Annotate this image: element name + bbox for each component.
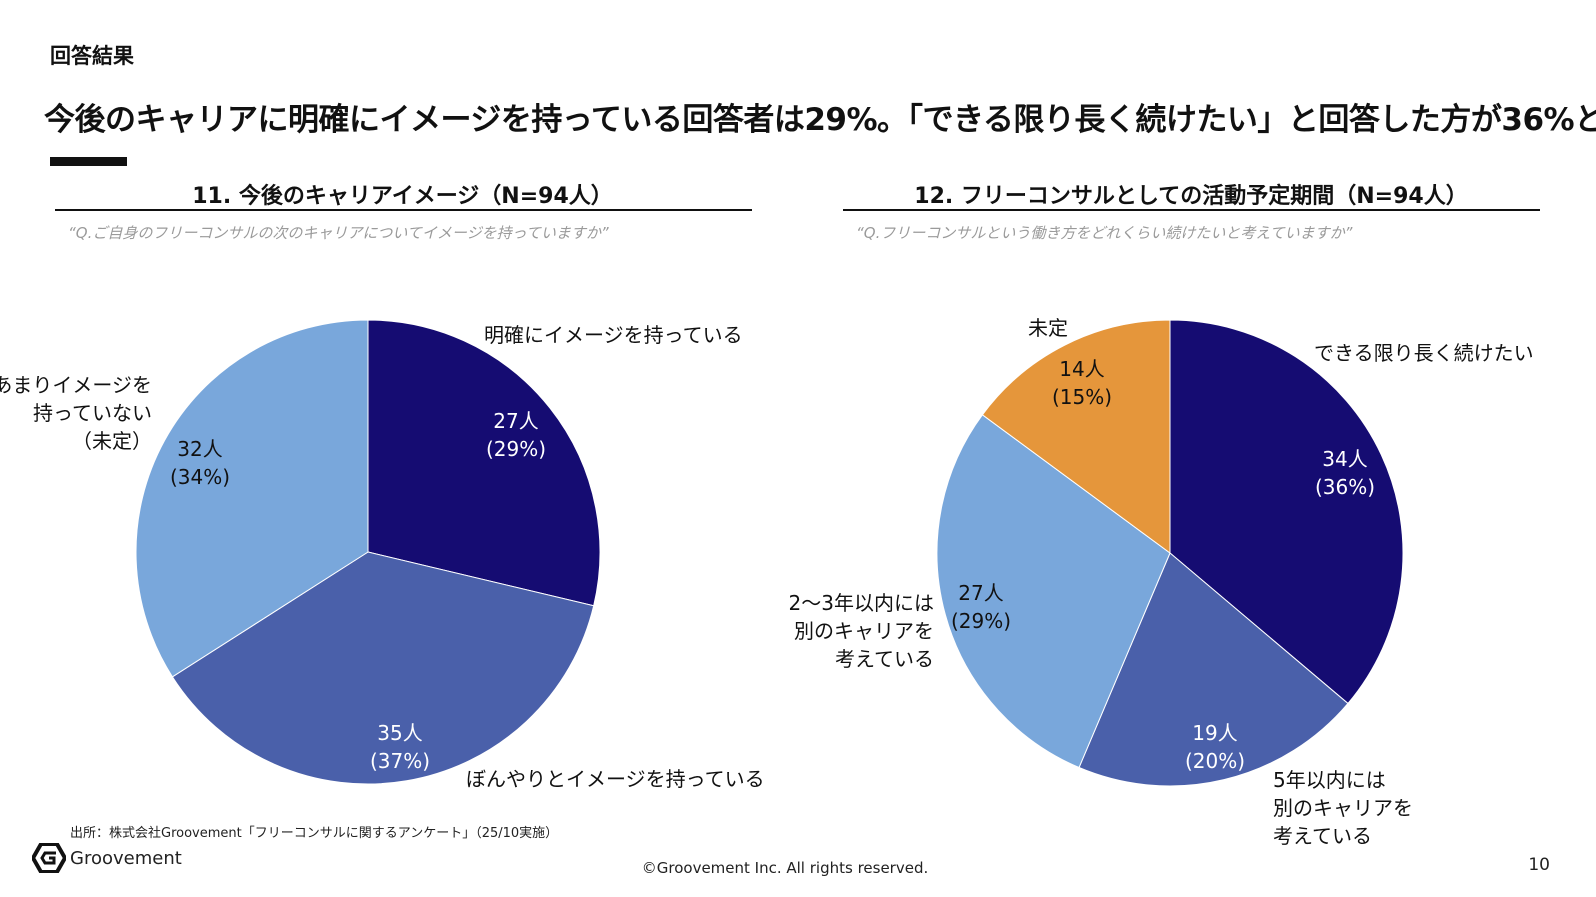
section-label: 回答結果 bbox=[50, 44, 134, 68]
chart2-outer-label-5y-2: 別のキャリアを bbox=[1273, 796, 1413, 820]
chart2-slice3-pct: (15%) bbox=[1052, 385, 1112, 409]
chart1-slice1-count: 35人 bbox=[377, 721, 422, 745]
chart2-title: 12. フリーコンサルとしての活動予定期間（N=94人） bbox=[914, 184, 1468, 209]
chart2-slice-within-2-3y bbox=[936, 414, 1171, 769]
chart2-outer-label-23y-1: 2〜3年以内には bbox=[789, 591, 934, 615]
chart2-question: “Q.フリーコンサルという働き方をどれくらい続けたいと考えていますか” bbox=[856, 224, 1353, 242]
accent-bar bbox=[50, 157, 127, 166]
chart1-outer-label-none-2: 持っていない bbox=[33, 401, 152, 425]
chart2-outer-label-23y-3: 考えている bbox=[835, 647, 934, 671]
chart2-slice1-pct: (20%) bbox=[1185, 749, 1245, 773]
chart1-slice-clear-image bbox=[367, 319, 601, 607]
chart1-outer-label-none-3: （未定） bbox=[72, 429, 152, 453]
chart2-outer-label-continue: できる限り長く続けたい bbox=[1314, 341, 1534, 365]
chart2-outer-label-undecided: 未定 bbox=[1028, 316, 1068, 340]
chart1-slice0-count: 27人 bbox=[493, 409, 538, 433]
chart1-outer-label-none-1: あまりイメージを bbox=[0, 373, 152, 397]
chart1-title-rule bbox=[55, 209, 752, 211]
chart1-slice1-pct: (37%) bbox=[370, 749, 430, 773]
chart2-slice-continue bbox=[1169, 319, 1404, 705]
chart1-title: 11. 今後のキャリアイメージ（N=94人） bbox=[192, 184, 613, 209]
chart1-slice-no-image bbox=[135, 319, 369, 678]
chart1-outer-label-vague: ぼんやりとイメージを持っている bbox=[466, 767, 765, 791]
chart2-slice3-count: 14人 bbox=[1059, 357, 1104, 381]
chart2-slice2-count: 27人 bbox=[958, 581, 1003, 605]
chart2-outer-label-23y-2: 別のキャリアを bbox=[794, 619, 934, 643]
source-note: 出所：株式会社Groovement「フリーコンサルに関するアンケート」（25/1… bbox=[70, 826, 559, 841]
chart2-outer-label-5y-1: 5年以内には bbox=[1273, 768, 1386, 792]
chart2-slice-within-5y bbox=[1078, 552, 1349, 787]
chart1-question: “Q.ご自身のフリーコンサルの次のキャリアについてイメージを持っていますか” bbox=[68, 224, 609, 242]
chart2-slices bbox=[936, 319, 1404, 787]
chart2-outer-label-5y-3: 考えている bbox=[1273, 824, 1372, 848]
chart2-slice0-count: 34人 bbox=[1322, 447, 1367, 471]
chart1-slice0-pct: (29%) bbox=[486, 437, 546, 461]
groovement-logo-icon bbox=[32, 843, 66, 873]
chart1-outer-label-clear: 明確にイメージを持っている bbox=[484, 323, 743, 347]
copyright: ©Groovement Inc. All rights reserved. bbox=[641, 859, 929, 877]
company-logo: Groovement bbox=[32, 843, 182, 873]
logo-text: Groovement bbox=[70, 847, 182, 869]
chart2-slice2-pct: (29%) bbox=[951, 609, 1011, 633]
chart2-title-rule bbox=[843, 209, 1540, 211]
chart1-slices bbox=[135, 319, 601, 785]
chart2-slice1-count: 19人 bbox=[1192, 721, 1237, 745]
chart1-slice-vague-image bbox=[171, 551, 595, 785]
chart2-slice-undecided bbox=[981, 319, 1171, 554]
chart1-slice2-count: 32人 bbox=[177, 437, 222, 461]
page-headline: 今後のキャリアに明確にイメージを持っている回答者は29%。「できる限り長く続けた… bbox=[44, 102, 1596, 138]
page-number: 10 bbox=[1528, 855, 1550, 875]
chart1-slice2-pct: (34%) bbox=[170, 465, 230, 489]
chart2-slice0-pct: (36%) bbox=[1315, 475, 1375, 499]
